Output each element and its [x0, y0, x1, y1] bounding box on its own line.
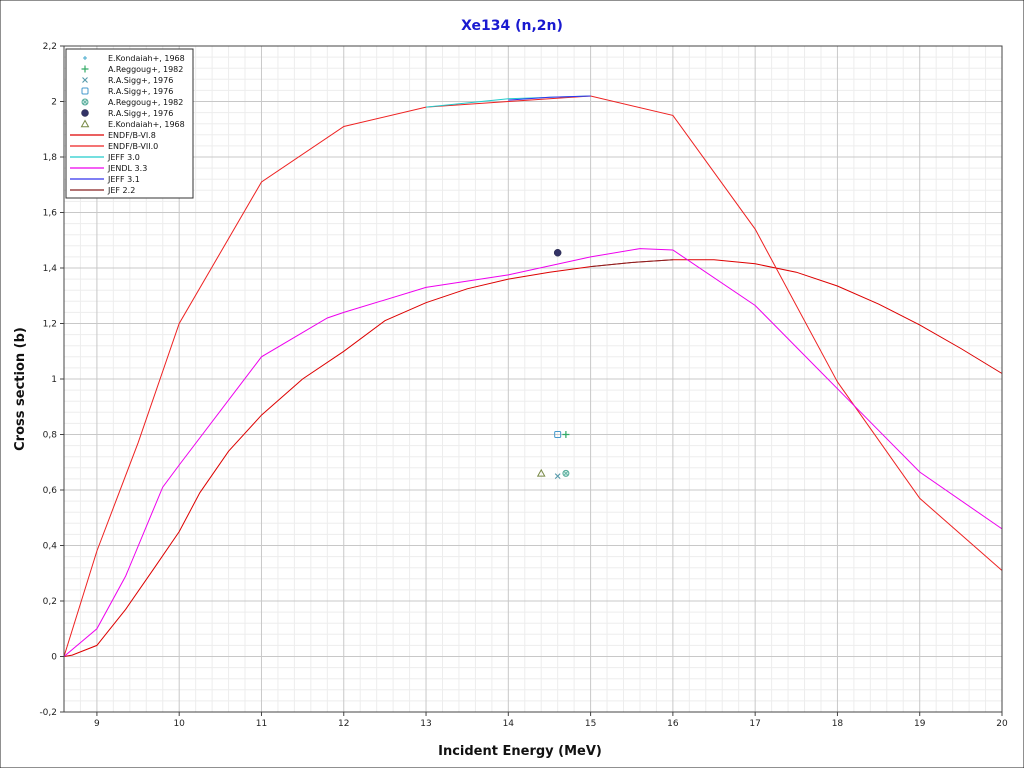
y-tick-label: 0,4	[43, 542, 58, 552]
legend-label: ENDF/B-VII.0	[108, 142, 158, 151]
y-tick-label: 0,2	[43, 597, 57, 607]
y-tick-label: 2	[51, 98, 57, 108]
data-point-exp-3	[554, 431, 562, 438]
x-tick-label: 18	[832, 719, 844, 729]
grid-layer	[63, 45, 1003, 713]
tick-layer: 9 10 11 12 13 14 15 16 17 18 19 20-0,200,20,40,60,8…	[39, 42, 1008, 729]
y-tick-label: 2,2	[43, 42, 57, 52]
legend: E.Kondaiah+, 1968 A.Reggoug+, 1982 R.A.Sig…	[65, 48, 194, 199]
legend-label: A.Reggoug+, 1982	[108, 65, 183, 74]
x-tick-label: 12	[338, 719, 349, 729]
legend-marker-exp-2	[82, 77, 88, 83]
data-point-exp-4-cross	[563, 471, 569, 476]
y-tick-label: 0,6	[43, 486, 58, 496]
series-line-endf-b-vii-0	[63, 95, 1003, 657]
y-tick-label: 1	[51, 375, 57, 385]
marker-layer	[536, 248, 570, 480]
legend-marker-exp-1	[81, 65, 89, 73]
chart-title: Xe134 (n,2n)	[461, 18, 563, 34]
y-axis-label: Cross section (b)	[13, 327, 28, 451]
legend-marker-exp-4-cross	[82, 99, 88, 105]
legend-label: E.Kondaiah+, 1968	[108, 54, 185, 63]
data-point-exp-1	[562, 431, 570, 438]
legend-label: ENDF/B-VI.8	[108, 131, 156, 140]
x-tick-label: 10	[173, 719, 185, 729]
x-tick-label: 15	[585, 719, 596, 729]
series-layer	[63, 95, 1003, 657]
y-tick-label: 0,8	[43, 431, 58, 441]
y-tick-label: 0	[51, 653, 57, 663]
x-tick-label: 16	[667, 719, 679, 729]
x-tick-label: 13	[420, 719, 431, 729]
legend-label: JEFF 3.1	[107, 175, 140, 184]
x-tick-label: 9	[94, 719, 100, 729]
legend-label: R.A.Sigg+, 1976	[108, 76, 173, 85]
y-tick-label: 1,4	[43, 264, 58, 274]
y-tick-label: 1,6	[43, 209, 58, 219]
legend-marker-exp-0	[83, 56, 87, 60]
legend-label: JENDL 3.3	[107, 164, 147, 173]
y-tick-label: 1,8	[43, 153, 58, 163]
legend-label: A.Reggoug+, 1982	[108, 98, 183, 107]
y-tick-label: -0,2	[39, 708, 57, 718]
data-point-exp-6	[536, 468, 546, 477]
x-axis-label: Incident Energy (MeV)	[438, 744, 602, 759]
x-tick-label: 11	[256, 719, 267, 729]
series-line-jendl-3-3	[63, 248, 1003, 657]
x-tick-label: 20	[996, 719, 1008, 729]
legend-label: JEF 2.2	[107, 186, 135, 195]
legend-marker-exp-5	[81, 109, 89, 117]
legend-marker-exp-6	[80, 119, 90, 128]
legend-label: JEFF 3.0	[107, 153, 140, 162]
legend-label: R.A.Sigg+, 1976	[108, 109, 173, 118]
y-tick-label: 1,2	[43, 320, 57, 330]
x-tick-label: 17	[749, 719, 760, 729]
series-line-endf-b-vi-8	[63, 259, 1003, 657]
legend-label: E.Kondaiah+, 1968	[108, 120, 185, 129]
data-point-exp-2	[554, 473, 561, 480]
legend-label: R.A.Sigg+, 1976	[108, 87, 173, 96]
data-point-exp-5	[553, 248, 562, 257]
x-tick-label: 19	[914, 719, 926, 729]
series-line-jef-2-2	[590, 259, 673, 268]
series-line-jeff-3-1	[508, 95, 591, 101]
legend-marker-exp-3	[81, 87, 89, 95]
x-tick-label: 14	[503, 719, 515, 729]
